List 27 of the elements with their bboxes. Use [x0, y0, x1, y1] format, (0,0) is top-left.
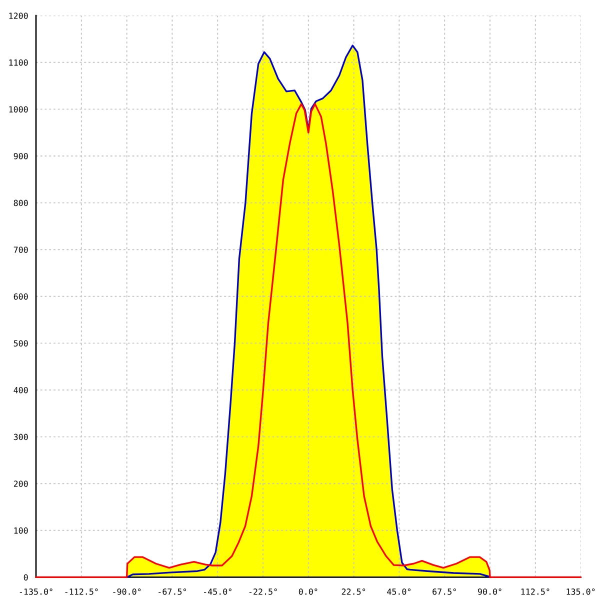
y-tick-label: 400: [14, 387, 28, 394]
y-tick-label: 1000: [9, 106, 28, 113]
line-series: [126, 44, 491, 578]
y-tick-label: 500: [14, 340, 28, 347]
x-tick-label: 22.5°: [342, 588, 366, 595]
x-tick-label: -112.5°: [65, 588, 98, 595]
x-tick-label: -67.5°: [158, 588, 186, 595]
x-tick-label: 67.5°: [432, 588, 456, 595]
y-tick-label: 1100: [9, 59, 28, 66]
x-tick-label: 0.0°: [298, 588, 318, 595]
y-tick-label: 200: [14, 480, 28, 487]
x-tick-label: 90.0°: [478, 588, 502, 595]
y-tick-label: 900: [14, 153, 28, 160]
x-tick-label: -22.5°: [249, 588, 277, 595]
x-tick-label: -45.0°: [204, 588, 232, 595]
y-tick-label: 300: [14, 434, 28, 440]
y-tick-label: 600: [14, 293, 28, 300]
y-tick-label: 0: [24, 574, 28, 581]
y-tick-label: 1200: [9, 12, 28, 19]
y-tick-label: 700: [14, 246, 28, 253]
y-tick-label: 100: [14, 527, 28, 534]
y-tick-label: 800: [14, 200, 28, 206]
x-tick-label: 112.5°: [521, 588, 550, 595]
x-tick-label: -135.0°: [20, 588, 52, 595]
x-tick-label: -90.0°: [113, 588, 141, 595]
x-tick-label: 135.0°: [566, 588, 595, 595]
x-tick-label: 45.0°: [387, 588, 411, 595]
